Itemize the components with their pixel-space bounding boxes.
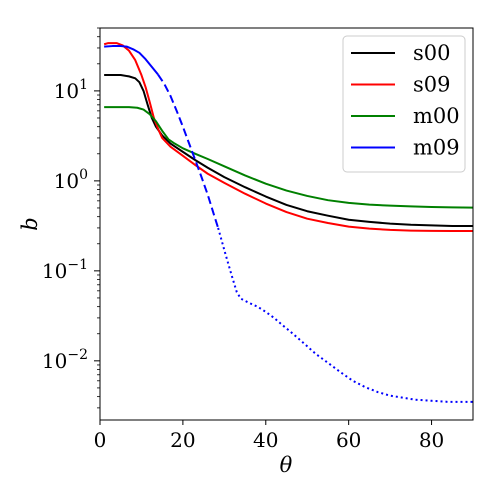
series-line-dotted	[217, 227, 473, 403]
legend-label: s09	[413, 73, 451, 97]
series-line-solid	[104, 45, 159, 76]
legend-label: m09	[413, 136, 460, 160]
x-tick-label: 60	[336, 428, 361, 452]
series-m00	[104, 106, 473, 209]
x-tick-label: 40	[253, 428, 278, 452]
series-line-dashed	[157, 73, 220, 229]
x-tick-label: 0	[94, 428, 107, 452]
series-line-solid	[104, 106, 473, 209]
x-axis-label: θ	[280, 453, 293, 477]
y-tick-label: 100	[54, 167, 88, 193]
y-axis: 10−2 10−1 100 101	[42, 27, 100, 409]
plot-frame	[99, 27, 474, 421]
series-line-solid	[103, 42, 473, 233]
y-tick-label: 10−2	[42, 347, 88, 373]
legend-frame	[342, 35, 466, 173]
legend-label: m00	[413, 104, 460, 128]
legend: s00 s09 m00 m09	[342, 35, 466, 173]
y-tick-label: 10−1	[42, 257, 88, 283]
x-tick-label: 80	[419, 428, 444, 452]
x-axis: 0 20 40 60 80	[94, 420, 444, 452]
y-tick-label: 101	[54, 77, 88, 103]
y-axis-label: b	[18, 217, 42, 230]
series-line-solid	[104, 74, 473, 228]
series-s09	[103, 42, 473, 233]
legend-label: s00	[413, 41, 451, 65]
x-tick-label: 20	[170, 428, 195, 452]
series-s00	[104, 74, 473, 228]
series-layer	[103, 42, 473, 403]
series-m09	[104, 45, 473, 403]
